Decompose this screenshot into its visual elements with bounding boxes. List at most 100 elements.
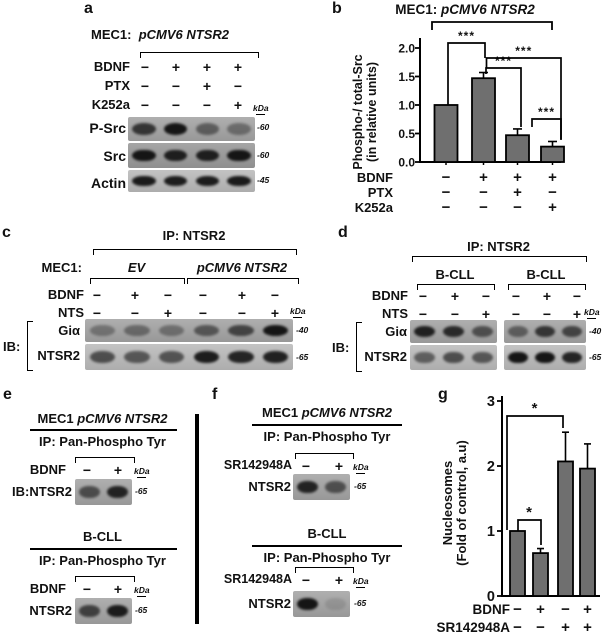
treatment-symbol: − [301, 458, 311, 474]
lane-group-bracket [187, 278, 299, 284]
treatment-symbol: + [479, 169, 488, 186]
treatment-symbol: − [513, 601, 522, 618]
treatment-symbol: − [171, 78, 181, 94]
treatment-row-label: SR142948A [436, 620, 510, 635]
treatment-row-label: BDNF [357, 170, 393, 185]
blot-band [195, 149, 220, 162]
y-tick-label: 0 [487, 589, 495, 605]
blot-label: NTSR2 [364, 349, 407, 364]
y-tick-label: 1.0 [398, 98, 415, 112]
ip-header: IP: Pan-Phospho Tyr [263, 429, 391, 444]
western-blot [504, 345, 586, 370]
kda-label: kDa [353, 462, 369, 472]
kda-label: kDa [253, 103, 269, 113]
cell-line: MEC1 [261, 405, 302, 420]
y-axis-label: Phospho-/ total-Src [351, 54, 365, 169]
treatment-symbol: − [442, 169, 451, 186]
ip-header: IP: Pan-Phospho Tyr [263, 550, 391, 565]
significance-bracket [506, 415, 564, 530]
treatment-row-label: BDNF [29, 581, 66, 596]
group-label-pcmv6: pCMV6 NTSR2 [196, 260, 288, 275]
significance-label: * [526, 504, 533, 521]
blot-label: Actin [91, 175, 126, 191]
treatment-symbol: + [233, 59, 243, 75]
treatment-symbol: − [561, 601, 570, 618]
significance-bracket [531, 118, 562, 139]
treatment-symbol: − [479, 199, 488, 216]
mw-marker: -65 [296, 352, 309, 362]
lane-group-bracket [90, 278, 185, 284]
treatment-symbol: + [202, 78, 212, 94]
treatment-symbol: + [450, 288, 460, 304]
treatment-row-label: BDNF [371, 288, 408, 303]
panel-g-letter: g [438, 386, 448, 403]
treatment-symbol: + [513, 169, 522, 186]
treatment-symbol: + [237, 287, 247, 303]
blot-band [132, 123, 156, 135]
treatment-symbol: − [140, 78, 150, 94]
construct: pCMV6 NTSR2 [77, 411, 168, 426]
treatment-row-label: SR142948A [223, 458, 292, 472]
blot-band [507, 351, 528, 364]
title-underline [252, 424, 402, 426]
blot-band [227, 175, 251, 187]
blot-band [124, 351, 150, 363]
treatment-symbol: − [479, 184, 488, 201]
y-tick-label: 0.5 [398, 127, 415, 141]
western-blot [75, 479, 132, 505]
cell-line-label: MEC1: [41, 260, 82, 275]
treatment-symbol: − [301, 572, 311, 588]
western-blot [504, 320, 586, 343]
western-blot [128, 117, 255, 141]
blot-band [78, 486, 100, 498]
blot-band [562, 351, 583, 364]
treatment-symbol: − [513, 199, 522, 216]
significance-label: *** [515, 44, 532, 58]
title-underline [252, 545, 402, 547]
treatment-row-label: BDNF [473, 602, 511, 617]
treatment-row-label: K252a [91, 97, 130, 112]
y-tick-label: 1 [487, 524, 495, 540]
phospho-src-bar-chart: MEC1: pCMV6 NTSR2 Phospho-/ total-Src (in … [351, 2, 565, 216]
blot-label: NTSR2 [29, 603, 72, 618]
mw-marker: -60 [257, 150, 270, 160]
western-blot [128, 170, 255, 192]
blot-band [534, 326, 556, 337]
treatment-symbol: − [233, 78, 243, 94]
treatment-symbol: − [513, 619, 522, 636]
bar [579, 467, 596, 597]
kda-label: kDa [353, 576, 369, 586]
ib-label: IB: [3, 339, 21, 354]
mw-marker: -40 [296, 325, 309, 335]
bar [433, 104, 459, 163]
lane-group-bracket [295, 567, 354, 573]
mw-marker: -65 [135, 486, 148, 496]
treatment-symbol: + [202, 59, 212, 75]
treatment-symbol: − [442, 199, 451, 216]
treatment-symbol: − [82, 462, 92, 478]
group-bracket [431, 21, 553, 30]
western-blot [128, 143, 255, 168]
blot-band [296, 598, 318, 610]
treatment-row-label: PTX [368, 185, 394, 200]
treatment-symbol: + [334, 458, 344, 474]
bar [557, 460, 574, 597]
section-title: MEC1 pCMV6 NTSR2 [248, 405, 406, 420]
western-blot [293, 474, 350, 500]
blot-band [507, 326, 528, 337]
blot-band [163, 175, 188, 187]
western-blot [293, 591, 350, 617]
lane-group-bracket [412, 256, 587, 262]
blot-label: Src [103, 148, 126, 164]
bar [505, 134, 530, 163]
treatment-symbol: − [548, 184, 557, 201]
western-blot [410, 345, 497, 370]
section-title: MEC1 pCMV6 NTSR2 [25, 411, 180, 426]
treatment-symbol: − [442, 184, 451, 201]
treatment-row-label: SR142948A [223, 572, 292, 586]
significance-bracket [485, 57, 562, 140]
lane-group-bracket [140, 52, 259, 58]
western-blot [75, 598, 132, 624]
blot-band [193, 351, 220, 363]
blot-label: P-Src [89, 120, 126, 136]
